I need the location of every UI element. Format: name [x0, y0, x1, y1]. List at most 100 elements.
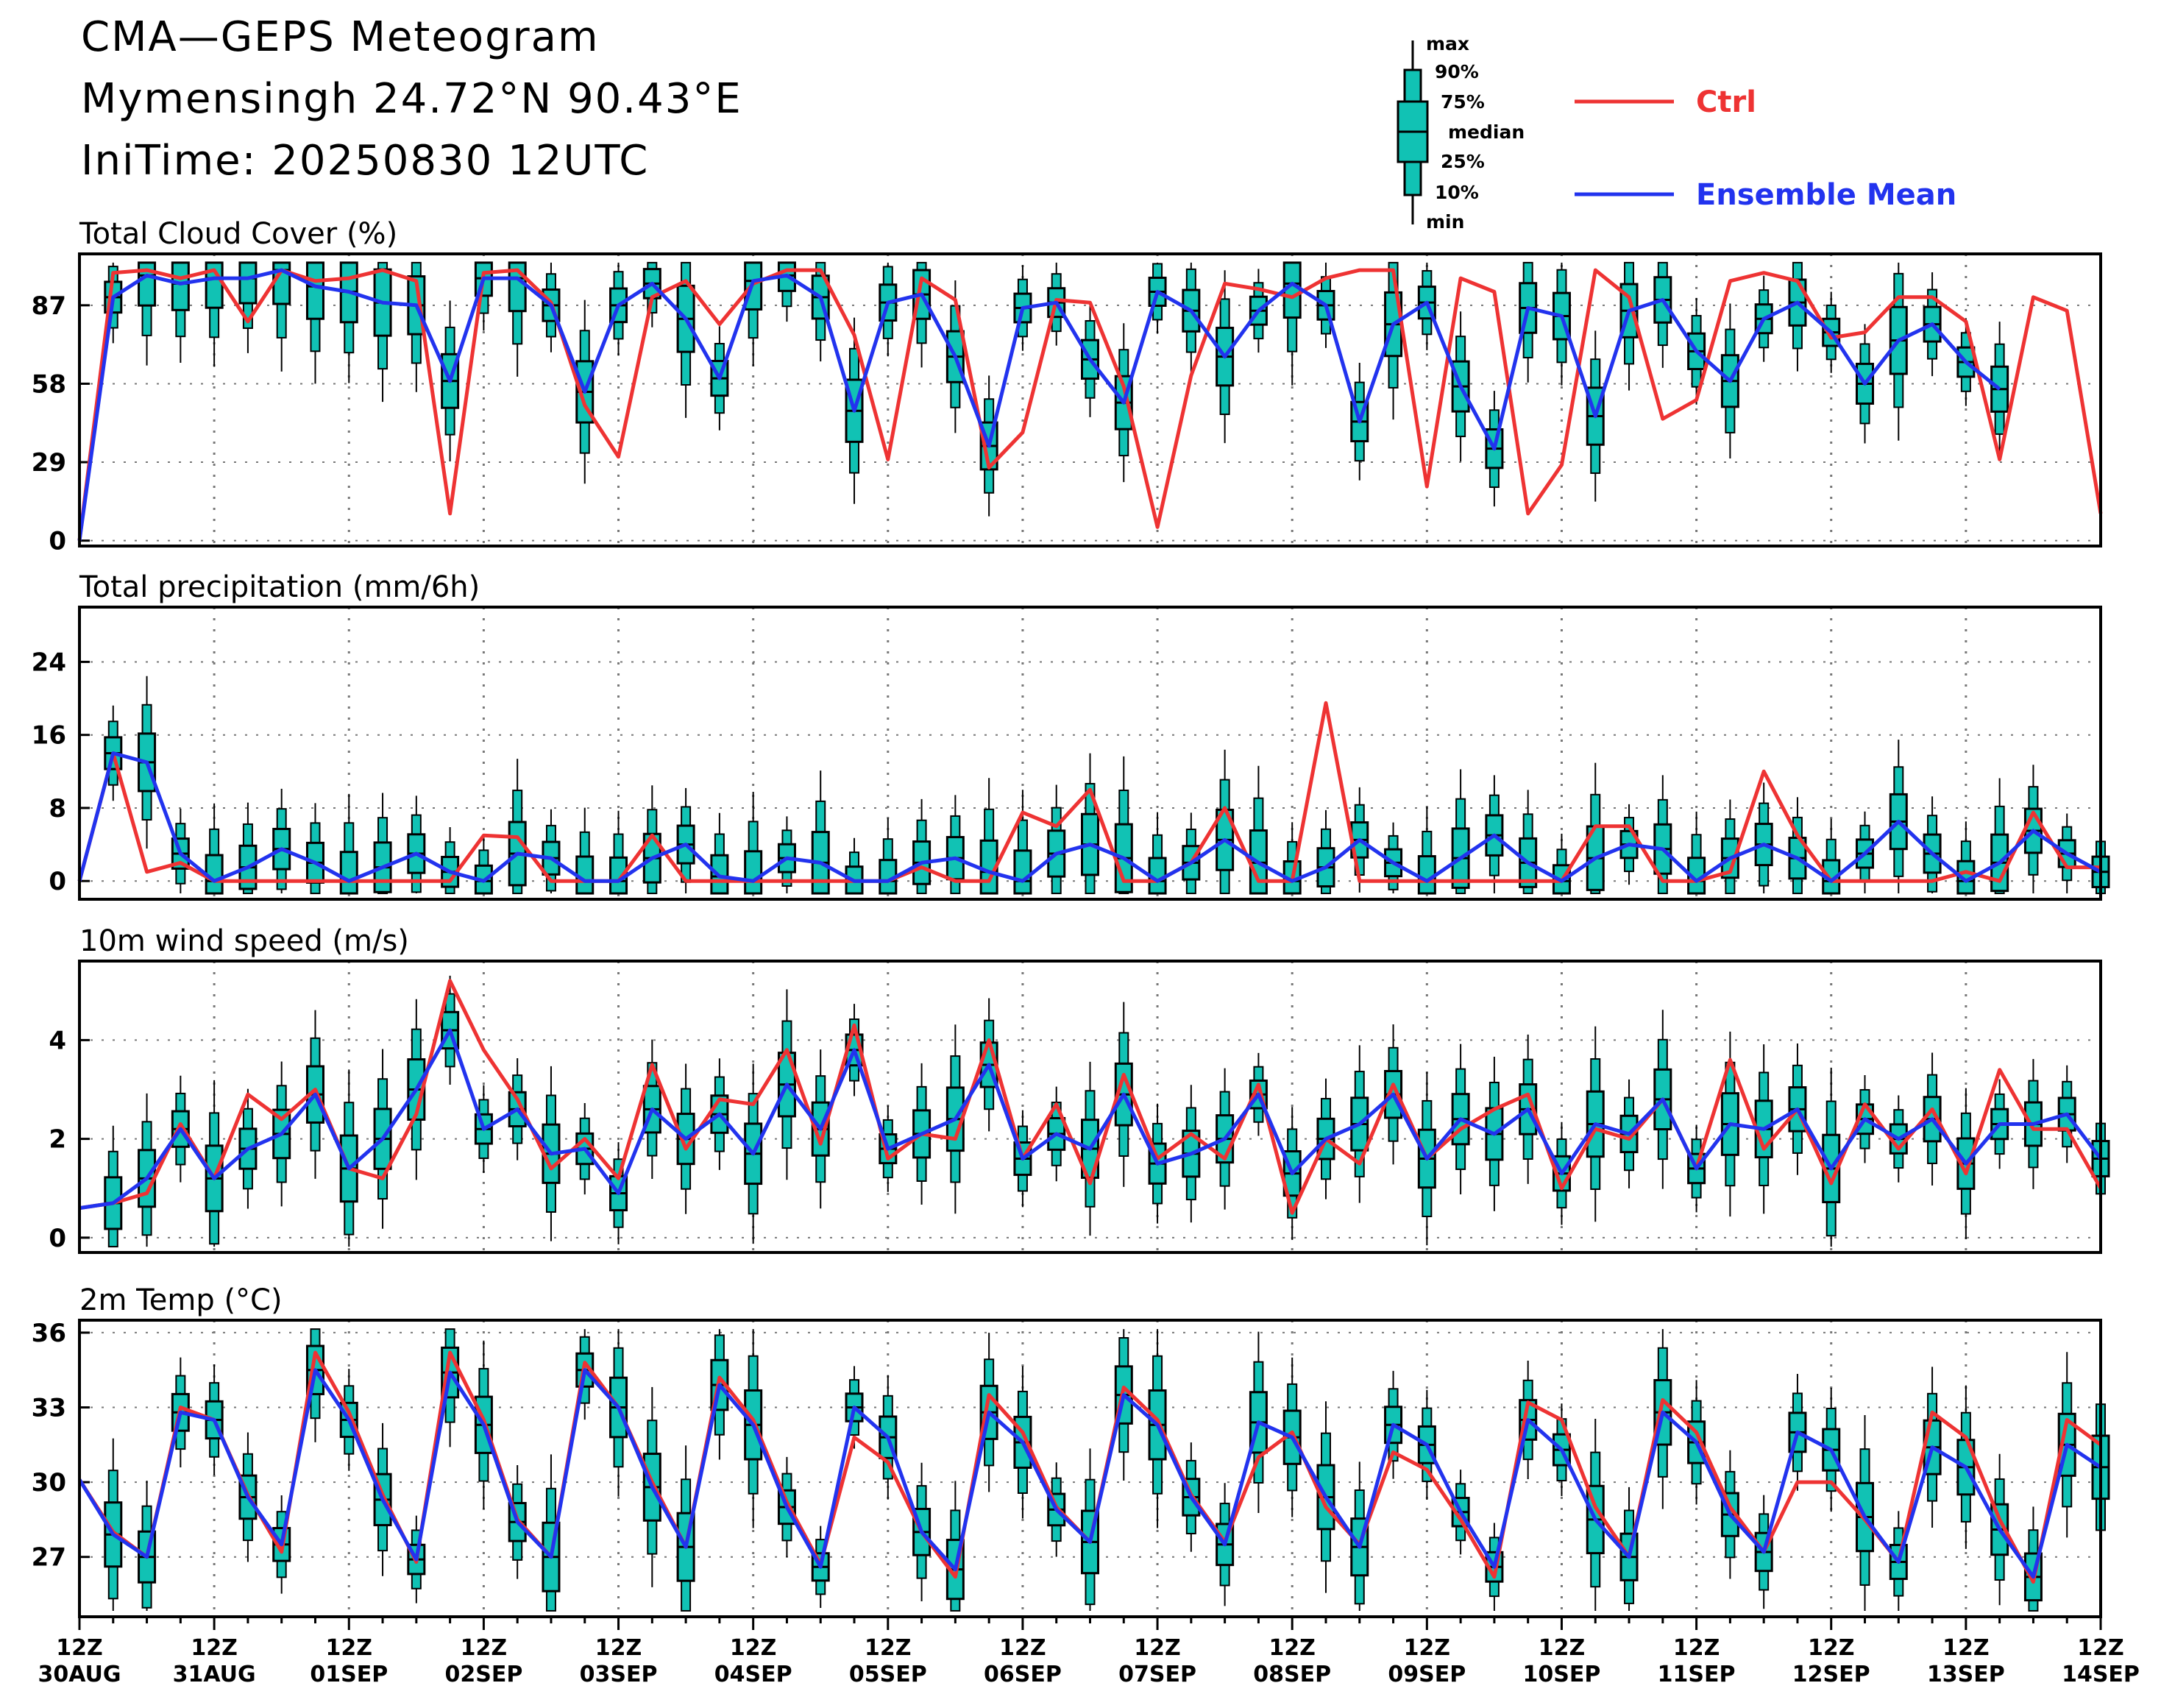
x-tick-hour-label: 12Z — [595, 1635, 642, 1661]
ensemble-box — [1653, 261, 1672, 368]
ensemble-box — [104, 1125, 123, 1248]
x-tick-hour-label: 12Z — [1942, 1635, 1990, 1661]
legend-max-label: max — [1426, 33, 1469, 54]
ensemble-box — [1249, 765, 1268, 895]
ensemble-box — [407, 795, 426, 894]
x-tick-hour-label: 12Z — [1134, 1635, 1181, 1661]
y-tick-label: 8 — [49, 794, 66, 823]
ensemble-box — [1720, 799, 1739, 895]
ensemble-box — [1990, 778, 2009, 895]
panel-title: Total Cloud Cover (%) — [79, 217, 397, 251]
x-tick-date-label: 07SEP — [1118, 1662, 1196, 1687]
y-tick-label: 0 — [49, 867, 66, 896]
x-tick-date-label: 03SEP — [580, 1662, 658, 1687]
legend-p75-label: 75% — [1441, 91, 1485, 113]
x-tick-date-label: 30AUG — [38, 1662, 121, 1687]
x-tick-hour-label: 12Z — [2077, 1635, 2124, 1661]
legend-p25-label: 25% — [1441, 151, 1485, 172]
x-tick-date-label: 11SEP — [1658, 1662, 1736, 1687]
panel-frame — [78, 606, 2102, 901]
init-time-label: IniTime: 20250830 12UTC — [81, 137, 650, 185]
ensemble-box — [676, 787, 695, 894]
x-tick-hour-label: 12Z — [1268, 1635, 1316, 1661]
ensemble-box — [1889, 740, 1908, 894]
x-tick-date-label: 08SEP — [1253, 1662, 1331, 1687]
panel-title: 2m Temp (°C) — [79, 1283, 283, 1317]
ensemble-box — [1889, 262, 1908, 441]
x-tick-date-label: 09SEP — [1388, 1662, 1466, 1687]
ensemble-box — [879, 262, 898, 357]
y-tick-label: 87 — [32, 291, 66, 321]
ensemble-box — [1586, 1418, 1605, 1611]
panel-0: Total Cloud Cover (%) 0 29 58 87 — [32, 217, 2103, 556]
x-tick-date-label: 12SEP — [1792, 1662, 1870, 1687]
y-tick-label: 33 — [32, 1394, 66, 1423]
x-tick-hour-label: 12Z — [191, 1635, 238, 1661]
ensemble-box — [1081, 1448, 1099, 1611]
ensemble-box — [1047, 784, 1066, 895]
x-tick-date-label: 01SEP — [310, 1662, 388, 1687]
ensemble-box — [238, 802, 258, 895]
ensemble-box — [339, 793, 358, 895]
x-tick-date-label: 04SEP — [714, 1662, 792, 1687]
y-tick-label: 58 — [32, 369, 66, 399]
legend-p90-label: 90% — [1435, 61, 1479, 82]
x-tick-date-label: 31AUG — [173, 1662, 256, 1687]
ensemble-box — [1519, 790, 1538, 895]
ensemble-mean-series-line — [77, 268, 2001, 541]
meteogram-title: CMA—GEPS Meteogram — [81, 13, 600, 61]
location-label: Mymensingh 24.72°N 90.43°E — [81, 75, 742, 123]
legend: max 90% 75% median 25% 10% min Ctrl Ense… — [1397, 33, 1956, 233]
y-tick-label: 29 — [32, 448, 66, 478]
y-tick-label: 30 — [32, 1468, 66, 1498]
ensemble-box — [238, 1432, 258, 1562]
y-tick-label: 4 — [49, 1026, 66, 1055]
x-tick-hour-label: 12Z — [865, 1635, 912, 1661]
ensemble-box — [339, 261, 358, 383]
ensemble-box — [979, 778, 998, 895]
x-tick-hour-label: 12Z — [730, 1635, 777, 1661]
x-tick-hour-label: 12Z — [326, 1635, 373, 1661]
ensemble-box — [811, 770, 830, 895]
y-tick-label: 36 — [32, 1319, 66, 1348]
ensemble-box — [1081, 753, 1099, 895]
ensemble-mean-series-line — [79, 1028, 2102, 1211]
box-legend: max 90% 75% median 25% 10% min — [1397, 33, 1525, 233]
panel-title: 10m wind speed (m/s) — [79, 924, 409, 958]
ensemble-box — [1216, 270, 1235, 444]
ensemble-box — [845, 837, 864, 895]
panel-frame — [78, 960, 2102, 1254]
legend-median-label: median — [1448, 121, 1525, 143]
y-tick-label: 24 — [32, 648, 66, 677]
y-tick-label: 16 — [32, 721, 66, 751]
x-tick-date-label: 02SEP — [444, 1662, 522, 1687]
legend-min-label: min — [1426, 211, 1464, 233]
y-tick-label: 0 — [49, 527, 66, 556]
x-tick-hour-label: 12Z — [999, 1635, 1046, 1661]
ensemble-box — [1114, 1329, 1133, 1481]
ensemble-box — [373, 793, 392, 895]
panel-3: 2m Temp (°C) 27 30 33 36 — [32, 1283, 2110, 1618]
x-tick-date-label: 05SEP — [849, 1662, 927, 1687]
x-tick-hour-label: 12Z — [1539, 1635, 1586, 1661]
ensemble-box — [609, 1329, 628, 1497]
legend-mean-label: Ensemble Mean — [1696, 178, 1956, 212]
ensemble-box — [373, 261, 392, 403]
ensemble-box — [305, 803, 324, 895]
ensemble-box — [2057, 1352, 2076, 1538]
panel-2: 10m wind speed (m/s) 0 2 4 — [49, 924, 2110, 1254]
ensemble-box — [508, 759, 527, 895]
x-tick-date-label: 06SEP — [984, 1662, 1062, 1687]
ensemble-box — [272, 788, 291, 894]
x-tick-hour-label: 12Z — [1673, 1635, 1720, 1661]
ctrl-series-line — [79, 979, 2103, 1215]
y-tick-label: 27 — [32, 1543, 66, 1573]
ensemble-box — [1114, 756, 1133, 895]
ensemble-mean-series-line — [77, 1368, 2102, 1579]
x-tick-date-label: 10SEP — [1523, 1662, 1601, 1687]
ensemble-box — [1856, 324, 1875, 444]
y-tick-label: 0 — [49, 1224, 66, 1253]
ensemble-box — [1754, 782, 1773, 894]
ensemble-box — [1282, 261, 1302, 386]
